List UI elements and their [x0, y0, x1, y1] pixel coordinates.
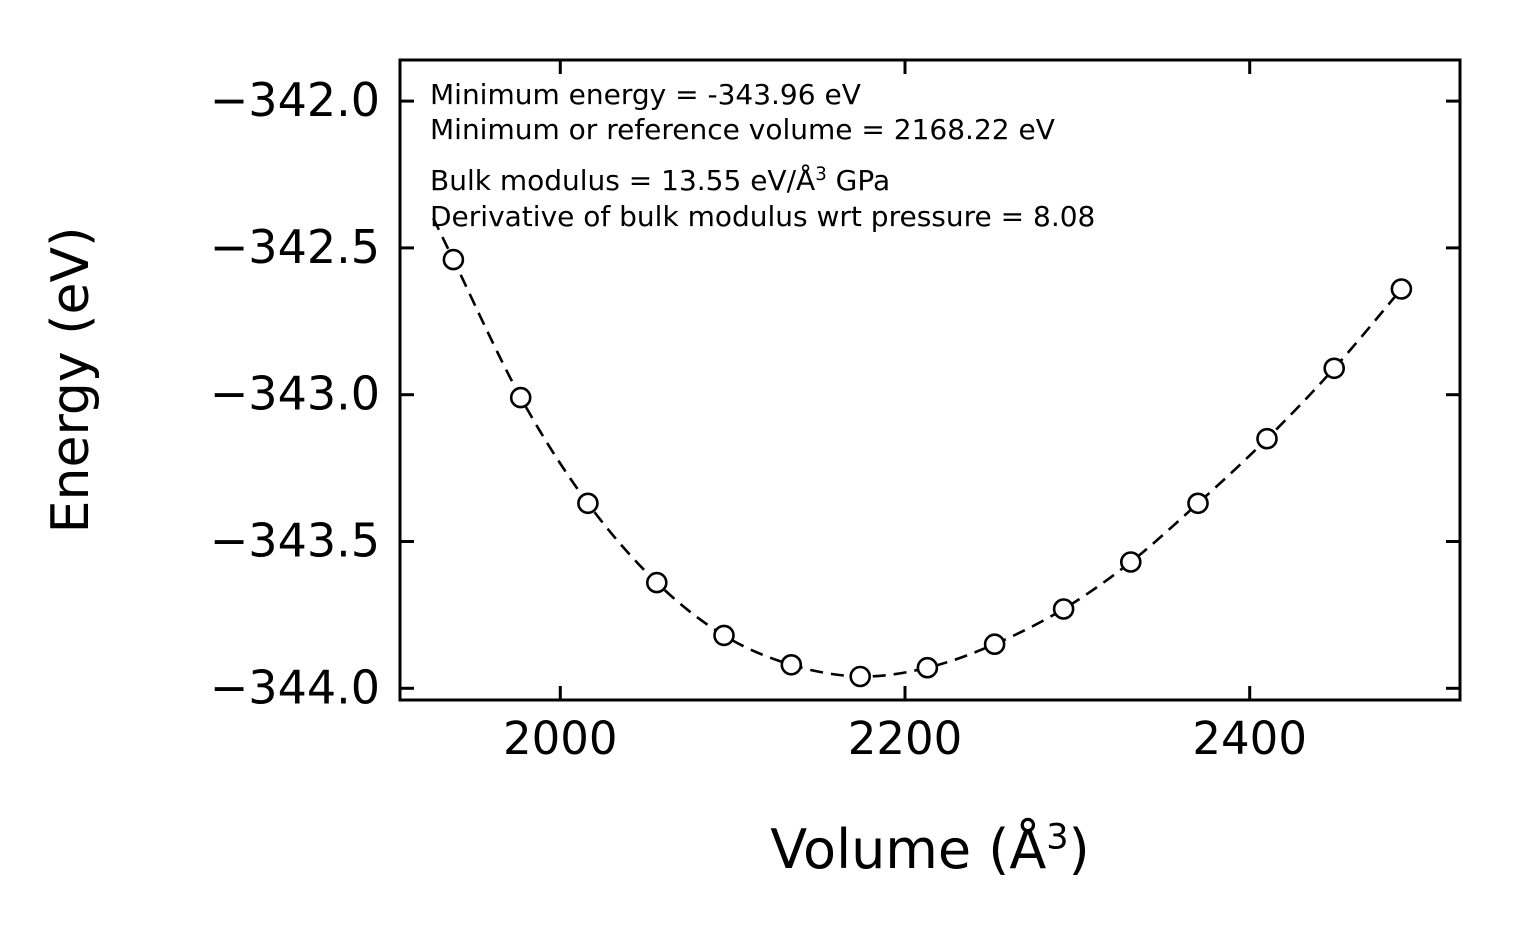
axes-layer: 2000 2200 2400 −342.0 −342.5 −343.0 −343.5 −344… [41, 58, 1462, 881]
series-layer [432, 217, 1413, 688]
annotation-line: Minimum energy = -343.96 eV [430, 78, 861, 111]
x-tick-label: 2400 [1192, 712, 1307, 765]
annotation-line: Derivative of bulk modulus wrt pressure … [430, 200, 1095, 233]
data-point-marker [1120, 551, 1142, 573]
y-tick-label: −344.0 [210, 660, 380, 714]
y-tick-label: −343.0 [210, 367, 380, 421]
y-axis-label: Energy (eV) [41, 227, 101, 534]
data-point-marker [509, 386, 532, 409]
x-tick-label: 2200 [848, 712, 963, 765]
data-point-marker [1052, 598, 1075, 620]
data-point-marker [442, 248, 465, 271]
data-point-marker [916, 656, 939, 679]
data-point-marker [983, 633, 1006, 656]
y-tick-label: −343.5 [210, 514, 380, 568]
data-point-marker [1323, 357, 1345, 380]
x-axis-label: Volume (Å3) [770, 817, 1089, 881]
data-point-marker [1187, 492, 1209, 515]
data-point-marker [1390, 278, 1413, 300]
x-tick-label: 2000 [503, 712, 618, 765]
data-point-marker [577, 492, 599, 515]
data-point-marker [713, 624, 735, 647]
fit-curve [432, 217, 1403, 678]
plot-border [398, 58, 1462, 702]
annotation-line: Bulk modulus = 13.55 eV/Å3 GPa [430, 163, 890, 197]
data-point-marker [1256, 427, 1278, 450]
data-point-marker [780, 653, 803, 676]
data-point-marker [645, 571, 668, 594]
annotation-line: Minimum or reference volume = 2168.22 eV [430, 113, 1055, 146]
y-tick-label: −342.0 [210, 73, 380, 127]
data-point-marker [849, 665, 872, 688]
y-tick-label: −342.5 [210, 220, 380, 274]
